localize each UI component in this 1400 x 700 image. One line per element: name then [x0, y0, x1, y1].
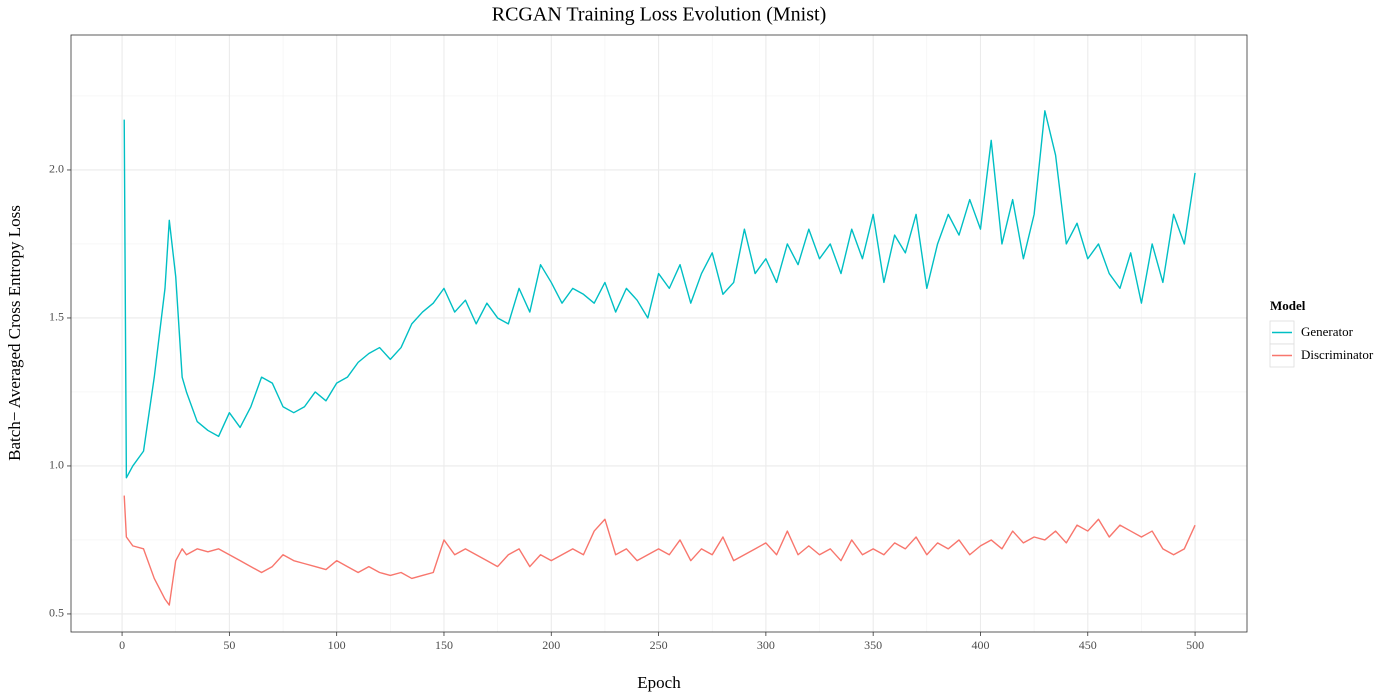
x-axis-title: Epoch: [637, 673, 681, 692]
x-tick-label: 350: [864, 638, 882, 652]
x-tick-label: 250: [650, 638, 668, 652]
x-tick-label: 300: [757, 638, 775, 652]
legend-label: Discriminator: [1301, 347, 1374, 362]
panel-border: [70, 34, 1248, 633]
legend-title: Model: [1270, 298, 1306, 313]
x-tick-label: 400: [971, 638, 989, 652]
y-tick-label: 1.5: [49, 310, 64, 324]
y-tick-label: 0.5: [49, 606, 64, 620]
x-tick-label: 200: [542, 638, 560, 652]
y-axis-title: Batch− Averaged Cross Entropy Loss: [5, 205, 24, 461]
legend-label: Generator: [1301, 324, 1354, 339]
y-tick-label: 2.0: [49, 162, 64, 176]
x-tick-label: 450: [1079, 638, 1097, 652]
series-line: [123, 495, 1196, 606]
chart-title: RCGAN Training Loss Evolution (Mnist): [492, 4, 826, 26]
x-tick-label: 100: [328, 638, 346, 652]
series-line: [123, 110, 1196, 479]
x-tick-label: 150: [435, 638, 453, 652]
y-tick-label: 1.0: [49, 458, 64, 472]
x-tick-label: 500: [1186, 638, 1204, 652]
x-tick-label: 0: [119, 638, 125, 652]
x-tick-label: 50: [223, 638, 235, 652]
